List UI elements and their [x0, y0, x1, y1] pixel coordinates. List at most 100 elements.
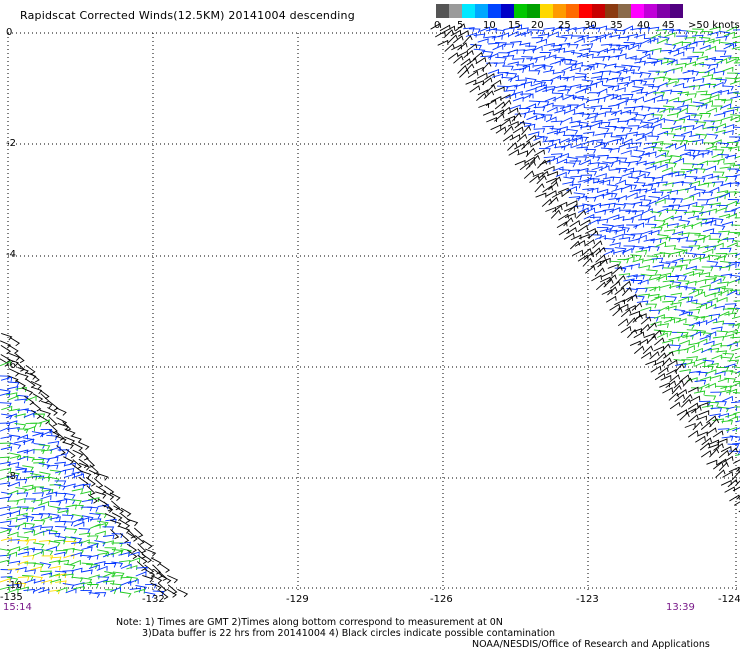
wind-barb — [679, 374, 690, 383]
wind-barb — [733, 411, 740, 415]
wind-barb — [54, 551, 66, 557]
wind-barb — [595, 246, 606, 256]
wind-barb — [63, 563, 76, 570]
wind-barb — [648, 195, 661, 202]
scale-swatch-9 — [553, 4, 566, 18]
wind-barb — [657, 149, 670, 156]
wind-barb — [736, 467, 740, 472]
wind-barb — [483, 90, 495, 99]
wind-barb — [145, 548, 157, 557]
wind-barb — [599, 179, 611, 185]
wind-barb — [493, 62, 506, 67]
wind-barb — [543, 42, 555, 48]
map-title: Rapidscat Corrected Winds(12.5KM) 201410… — [20, 9, 355, 22]
wind-barb — [708, 160, 720, 166]
wind-barb — [635, 135, 647, 142]
wind-barb — [63, 436, 76, 445]
wind-barb — [572, 35, 585, 41]
wind-barb — [177, 588, 189, 598]
lat-label-6: -6 — [6, 360, 16, 371]
wind-barb — [569, 240, 581, 250]
wind-barb — [713, 255, 726, 261]
wind-barb — [56, 445, 66, 456]
wind-barb — [717, 428, 730, 433]
wind-barb — [614, 203, 627, 209]
wind-barb — [693, 316, 706, 321]
wind-barb — [684, 345, 695, 351]
wind-barb — [542, 185, 553, 193]
wind-barb — [659, 107, 671, 113]
wind-barb — [644, 223, 657, 229]
wind-barb — [577, 97, 590, 104]
wind-barb — [31, 513, 44, 519]
wind-barb — [702, 228, 715, 234]
wind-barb — [651, 94, 663, 100]
wind-barb — [9, 442, 22, 450]
wind-barb — [610, 176, 623, 182]
wind-barb — [727, 141, 739, 147]
wind-barb — [570, 51, 583, 58]
wind-barb — [603, 278, 614, 288]
wind-barb — [54, 480, 67, 486]
wind-barb — [457, 64, 468, 74]
wind-barb — [709, 39, 721, 45]
wind-barb — [662, 279, 675, 285]
wind-barb — [697, 402, 709, 408]
wind-barb — [650, 47, 662, 53]
wind-barb — [607, 263, 619, 269]
wind-barb — [709, 448, 720, 458]
wind-barb — [661, 339, 674, 345]
wind-barb — [40, 579, 53, 585]
wind-barb — [490, 124, 502, 131]
wind-barb — [32, 486, 45, 492]
wind-barb — [1, 491, 13, 499]
wind-barb — [609, 159, 621, 165]
wind-barb — [598, 55, 611, 61]
wind-barb — [703, 142, 715, 148]
wind-barb — [682, 69, 694, 75]
wind-barb — [676, 29, 689, 36]
wind-barb — [110, 528, 120, 540]
wind-barb — [14, 498, 26, 503]
wind-barb — [611, 49, 624, 55]
wind-barb — [588, 50, 601, 57]
wind-barb — [678, 296, 689, 302]
wind-barb — [637, 279, 649, 285]
wind-barb — [16, 512, 28, 518]
wind-barb — [104, 562, 117, 568]
wind-barb — [670, 215, 683, 221]
wind-barb — [57, 508, 69, 513]
wind-barb — [701, 74, 714, 80]
wind-barb — [571, 143, 583, 149]
wind-barb — [690, 387, 703, 393]
wind-barb — [38, 456, 50, 464]
wind-barb — [709, 418, 720, 428]
wind-barb — [503, 125, 514, 135]
wind-barb — [633, 133, 645, 139]
wind-barb — [641, 131, 653, 137]
wind-barb — [531, 81, 543, 88]
wind-barb — [685, 408, 697, 414]
wind-barb — [734, 232, 740, 235]
wind-barb — [86, 564, 98, 569]
wind-barb — [571, 136, 583, 142]
wind-barb — [71, 567, 83, 573]
wind-barb — [692, 78, 705, 83]
wind-barb — [717, 153, 730, 160]
wind-barb — [7, 500, 20, 506]
wind-barb — [529, 154, 541, 164]
wind-barb — [601, 289, 613, 295]
wind-barb — [30, 380, 42, 390]
wind-barb — [113, 505, 124, 515]
wind-barb — [30, 525, 42, 530]
wind-barb — [609, 207, 621, 213]
scale-swatch-14 — [618, 4, 631, 18]
wind-barb — [24, 569, 36, 575]
wind-barb — [595, 173, 607, 179]
wind-barb — [118, 525, 131, 534]
wind-barb — [658, 305, 670, 312]
wind-barb — [648, 229, 660, 235]
wind-barb — [592, 80, 604, 86]
wind-barb — [31, 575, 43, 582]
wind-barb — [647, 37, 659, 43]
